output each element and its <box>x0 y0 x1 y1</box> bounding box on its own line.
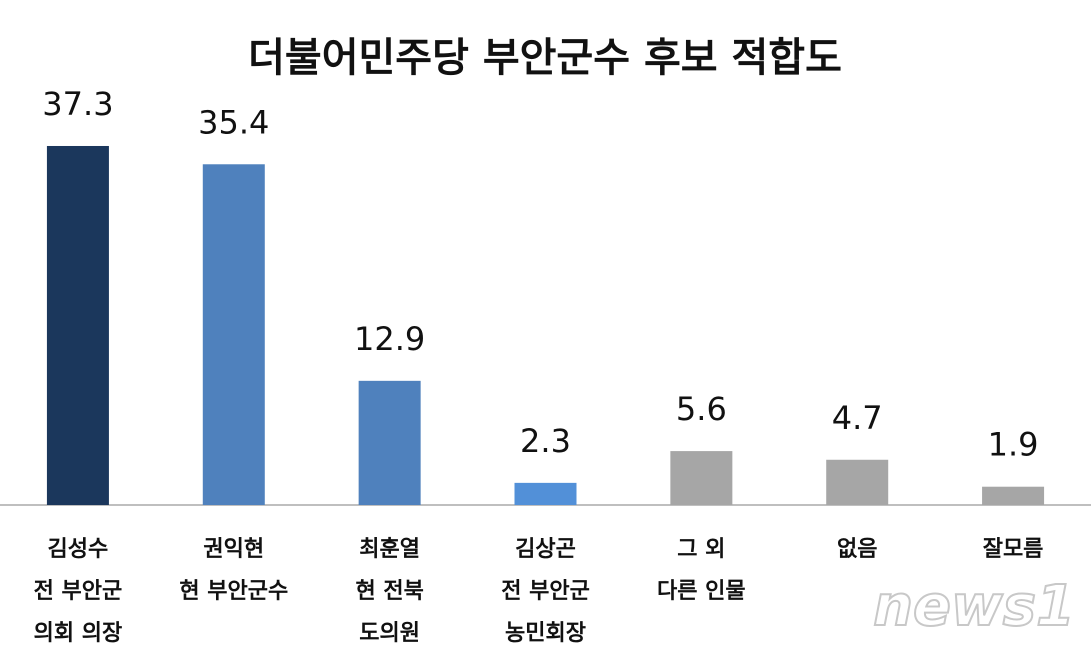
x-tick-label: 도의원 <box>359 621 420 646</box>
x-tick-label: 최훈열 <box>359 537 420 562</box>
chart-title: 더불어민주당 부안군수 후보 적합도 <box>248 35 842 81</box>
x-tick-label: 현 부안군수 <box>179 579 288 604</box>
value-label: 37.3 <box>42 85 113 123</box>
x-tick-label: 전 부안군 <box>501 579 590 604</box>
bar <box>670 451 733 505</box>
value-label: 12.9 <box>354 320 425 358</box>
bar <box>826 459 889 505</box>
x-tick-label: 전 부안군 <box>34 579 123 604</box>
x-tick-label: 김상곤 <box>515 537 576 562</box>
x-tick-label: 그 외 <box>677 537 725 562</box>
x-tick-label: 잘모름 <box>983 537 1044 562</box>
value-label: 35.4 <box>198 103 269 141</box>
bar <box>982 486 1045 505</box>
value-label: 5.6 <box>676 390 727 428</box>
value-label: 1.9 <box>988 426 1039 464</box>
bar <box>358 380 421 505</box>
value-label: 2.3 <box>520 422 571 460</box>
bar <box>46 145 109 506</box>
x-tick-label: 김성수 <box>48 537 109 562</box>
x-tick-label: 다른 인물 <box>657 579 746 604</box>
x-tick-label: 의회 의장 <box>34 621 123 646</box>
x-tick-label: 권익현 <box>203 537 264 562</box>
x-tick-label: 없음 <box>837 537 877 562</box>
x-tick-label: 농민회장 <box>505 621 586 646</box>
value-label: 4.7 <box>832 399 883 437</box>
bar <box>514 482 577 505</box>
x-tick-label: 현 전북 <box>355 579 423 604</box>
watermark: news1 <box>873 574 1075 639</box>
bar <box>202 164 265 505</box>
